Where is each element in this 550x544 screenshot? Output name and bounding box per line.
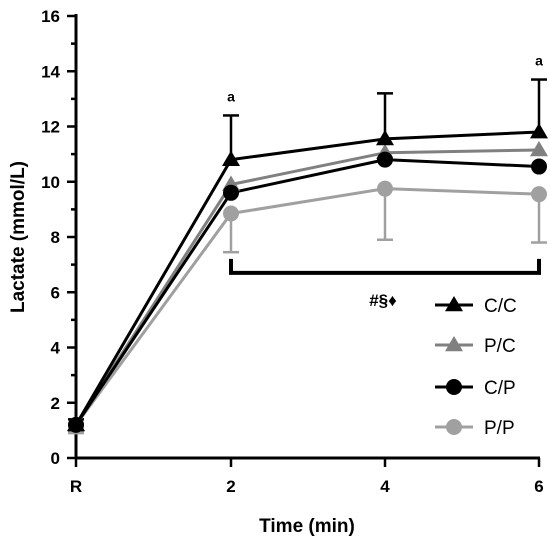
data-point-C-P	[377, 151, 393, 168]
data-point-C-C	[376, 129, 394, 146]
data-point-P-P	[223, 205, 239, 222]
x-axis-title: Time (min)	[259, 516, 355, 537]
bracket-line	[229, 258, 541, 275]
data-point-C-P	[531, 158, 547, 175]
series-line-C-P	[74, 158, 540, 426]
significance-bracket: #§♦	[229, 258, 541, 310]
x-tick-label: 6	[534, 477, 543, 496]
data-point-C-C	[530, 123, 548, 139]
legend-marker	[446, 379, 462, 395]
data-point-P-P	[531, 186, 547, 203]
legend: C/C P/C C/P P/P	[435, 296, 517, 439]
y-tick-label: 10	[41, 173, 60, 192]
data-point-P-P	[377, 180, 393, 197]
y-tick-label: 8	[51, 228, 60, 247]
error-bars	[68, 78, 547, 435]
legend-label: P/P	[484, 418, 515, 439]
y-axis-title: Lactate (mmol/L)	[8, 161, 29, 313]
y-tick-label: 4	[51, 339, 61, 358]
y-tick-label: 6	[51, 283, 60, 302]
legend-marker	[446, 419, 462, 435]
y-tick-label: 14	[41, 62, 60, 81]
annotation-label: a	[535, 53, 543, 69]
data-point-C-C	[222, 150, 240, 166]
annotation-label: a	[227, 89, 235, 105]
series-lines	[74, 130, 540, 426]
data-point-P-C	[530, 140, 548, 157]
series-markers	[67, 123, 548, 433]
y-tick-label: 2	[51, 394, 60, 413]
legend-label: P/C	[484, 336, 516, 357]
bracket-label: #§♦	[369, 291, 397, 310]
axes: 0 2 4 6 8 10 12 14 16 R 2 4 6	[41, 7, 544, 496]
data-point-C-C	[67, 415, 85, 432]
legend-marker	[445, 336, 463, 352]
series-line-P-C	[74, 148, 540, 426]
series-line-P-P	[74, 187, 540, 426]
x-tick-label: R	[70, 477, 82, 496]
x-tick-label: 2	[226, 477, 235, 496]
data-point-C-P	[223, 184, 239, 201]
annotations: aa	[227, 53, 543, 105]
y-tick-label: 12	[41, 118, 60, 137]
y-tick-label: 0	[51, 449, 60, 468]
x-tick-label: 4	[380, 477, 390, 496]
legend-label: C/P	[484, 378, 516, 399]
legend-label: C/C	[484, 296, 517, 317]
series-line-C-C	[74, 130, 540, 426]
legend-marker	[445, 296, 463, 312]
y-tick-label: 16	[41, 7, 60, 26]
